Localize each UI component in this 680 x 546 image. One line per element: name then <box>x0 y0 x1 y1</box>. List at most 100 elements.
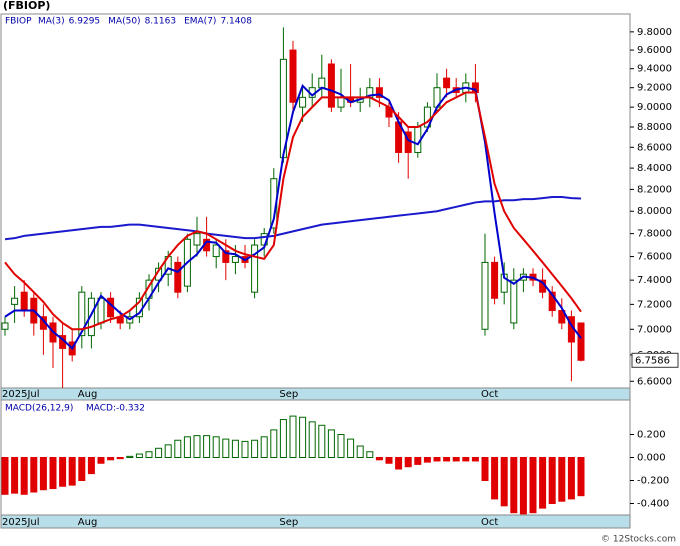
macd-bar <box>203 435 211 458</box>
macd-bar <box>49 457 57 490</box>
macd-bar <box>395 457 403 470</box>
y-tick-label: 8.6000 <box>637 142 672 153</box>
footer: © 12Stocks.com <box>601 535 676 545</box>
macd-bar <box>299 416 307 458</box>
y-tick-label: 6.6000 <box>637 376 672 387</box>
candle-body <box>443 77 451 89</box>
macd-value: -0.332 <box>116 404 145 414</box>
macd-bar <box>567 457 575 500</box>
macd-value-name: MACD: <box>86 404 116 414</box>
macd-bar <box>260 436 268 458</box>
macd-bar <box>318 424 326 458</box>
macd-bar <box>30 457 38 493</box>
candle-body <box>510 279 518 324</box>
legend-value: 7.1408 <box>220 17 252 27</box>
candle-body <box>577 322 585 361</box>
macd-bar <box>59 457 67 487</box>
macd-bar <box>87 457 95 475</box>
legend-name: MA(3) <box>38 17 65 27</box>
candle-body <box>222 250 230 263</box>
macd-bar <box>11 457 19 494</box>
macd-bar <box>193 435 201 458</box>
macd-bar <box>1 457 9 495</box>
candle-body <box>11 297 19 305</box>
macd-bar <box>548 457 556 504</box>
candle-body <box>20 291 28 312</box>
y-tick-label: 7.4000 <box>637 275 672 286</box>
y-tick-label: 9.8000 <box>637 27 672 38</box>
candle-body <box>558 310 566 324</box>
candle-body <box>174 261 182 293</box>
y-tick-label: 8.2000 <box>637 184 672 195</box>
macd-bar <box>78 457 86 481</box>
macd-bar <box>126 455 134 459</box>
ma-line <box>4 83 582 351</box>
y-tick-label: 7.6000 <box>637 252 672 263</box>
macd-bar <box>97 457 105 464</box>
ma-line <box>4 195 582 241</box>
chart-title: (FBIOP) <box>3 0 50 12</box>
y-tick-label: -0.400 <box>637 499 669 510</box>
x-tick-label: Aug <box>78 389 98 400</box>
y-tick-label: 7.8000 <box>637 229 672 240</box>
legend-value: 8.1163 <box>145 17 177 27</box>
legend-name: EMA(7) <box>184 17 216 27</box>
ma-line <box>4 91 582 331</box>
candle-body <box>87 297 95 337</box>
legend-name: MA(50) <box>108 17 140 27</box>
date-strip <box>0 514 631 529</box>
macd-bar <box>135 453 143 458</box>
candle-body <box>193 233 201 246</box>
macd-bar <box>519 457 527 515</box>
macd-bar <box>39 457 47 491</box>
candle-body <box>212 244 220 258</box>
macd-bar <box>155 447 163 458</box>
x-tick-label: Oct <box>481 517 498 528</box>
macd-bar <box>356 445 364 458</box>
macd-bar <box>423 457 431 463</box>
x-tick-label: 2025Jul <box>2 517 40 528</box>
macd-bar <box>107 457 115 461</box>
y-tick-label: 8.8000 <box>637 122 672 133</box>
symbol: FBIOP <box>5 17 32 27</box>
candle-body <box>231 256 239 263</box>
candle-body <box>318 77 326 89</box>
macd-bar <box>20 457 28 495</box>
macd-bar <box>145 451 153 458</box>
macd-bar <box>279 419 287 458</box>
x-tick-label: Sep <box>279 389 298 400</box>
x-tick-label: Sep <box>279 517 298 528</box>
macd-bar <box>212 436 220 458</box>
x-tick-label: Aug <box>78 517 98 528</box>
macd-bar <box>231 439 239 458</box>
y-tick-label: 9.4000 <box>637 64 672 75</box>
macd-bar <box>414 457 422 465</box>
macd-bar <box>327 429 335 458</box>
macd-bar <box>433 457 441 462</box>
macd-bar <box>183 436 191 458</box>
macd-title: MACD(26,12,9) <box>5 404 73 414</box>
candle-body <box>251 244 259 293</box>
macd-bar <box>529 457 537 514</box>
macd-bar <box>452 457 460 462</box>
macd-bar <box>491 457 499 500</box>
x-tick-label: Oct <box>481 389 498 400</box>
macd-bar <box>289 415 297 459</box>
last-price: 6.7586 <box>635 355 670 366</box>
y-tick-label: 8.0000 <box>637 206 672 217</box>
y-tick-label: 9.6000 <box>637 45 672 56</box>
macd-bar <box>462 457 470 462</box>
candle-body <box>481 261 489 330</box>
y-tick-label: 9.2000 <box>637 83 672 94</box>
macd-bar <box>337 434 345 458</box>
macd-bar <box>68 457 76 486</box>
macd-bar <box>375 457 383 461</box>
candle-body <box>548 291 556 312</box>
macd-bar <box>164 444 172 459</box>
macd-bar <box>116 457 124 460</box>
candle-body <box>375 87 383 98</box>
last-price-box <box>631 352 679 368</box>
candle-body <box>327 63 335 108</box>
candle-body <box>78 291 86 337</box>
